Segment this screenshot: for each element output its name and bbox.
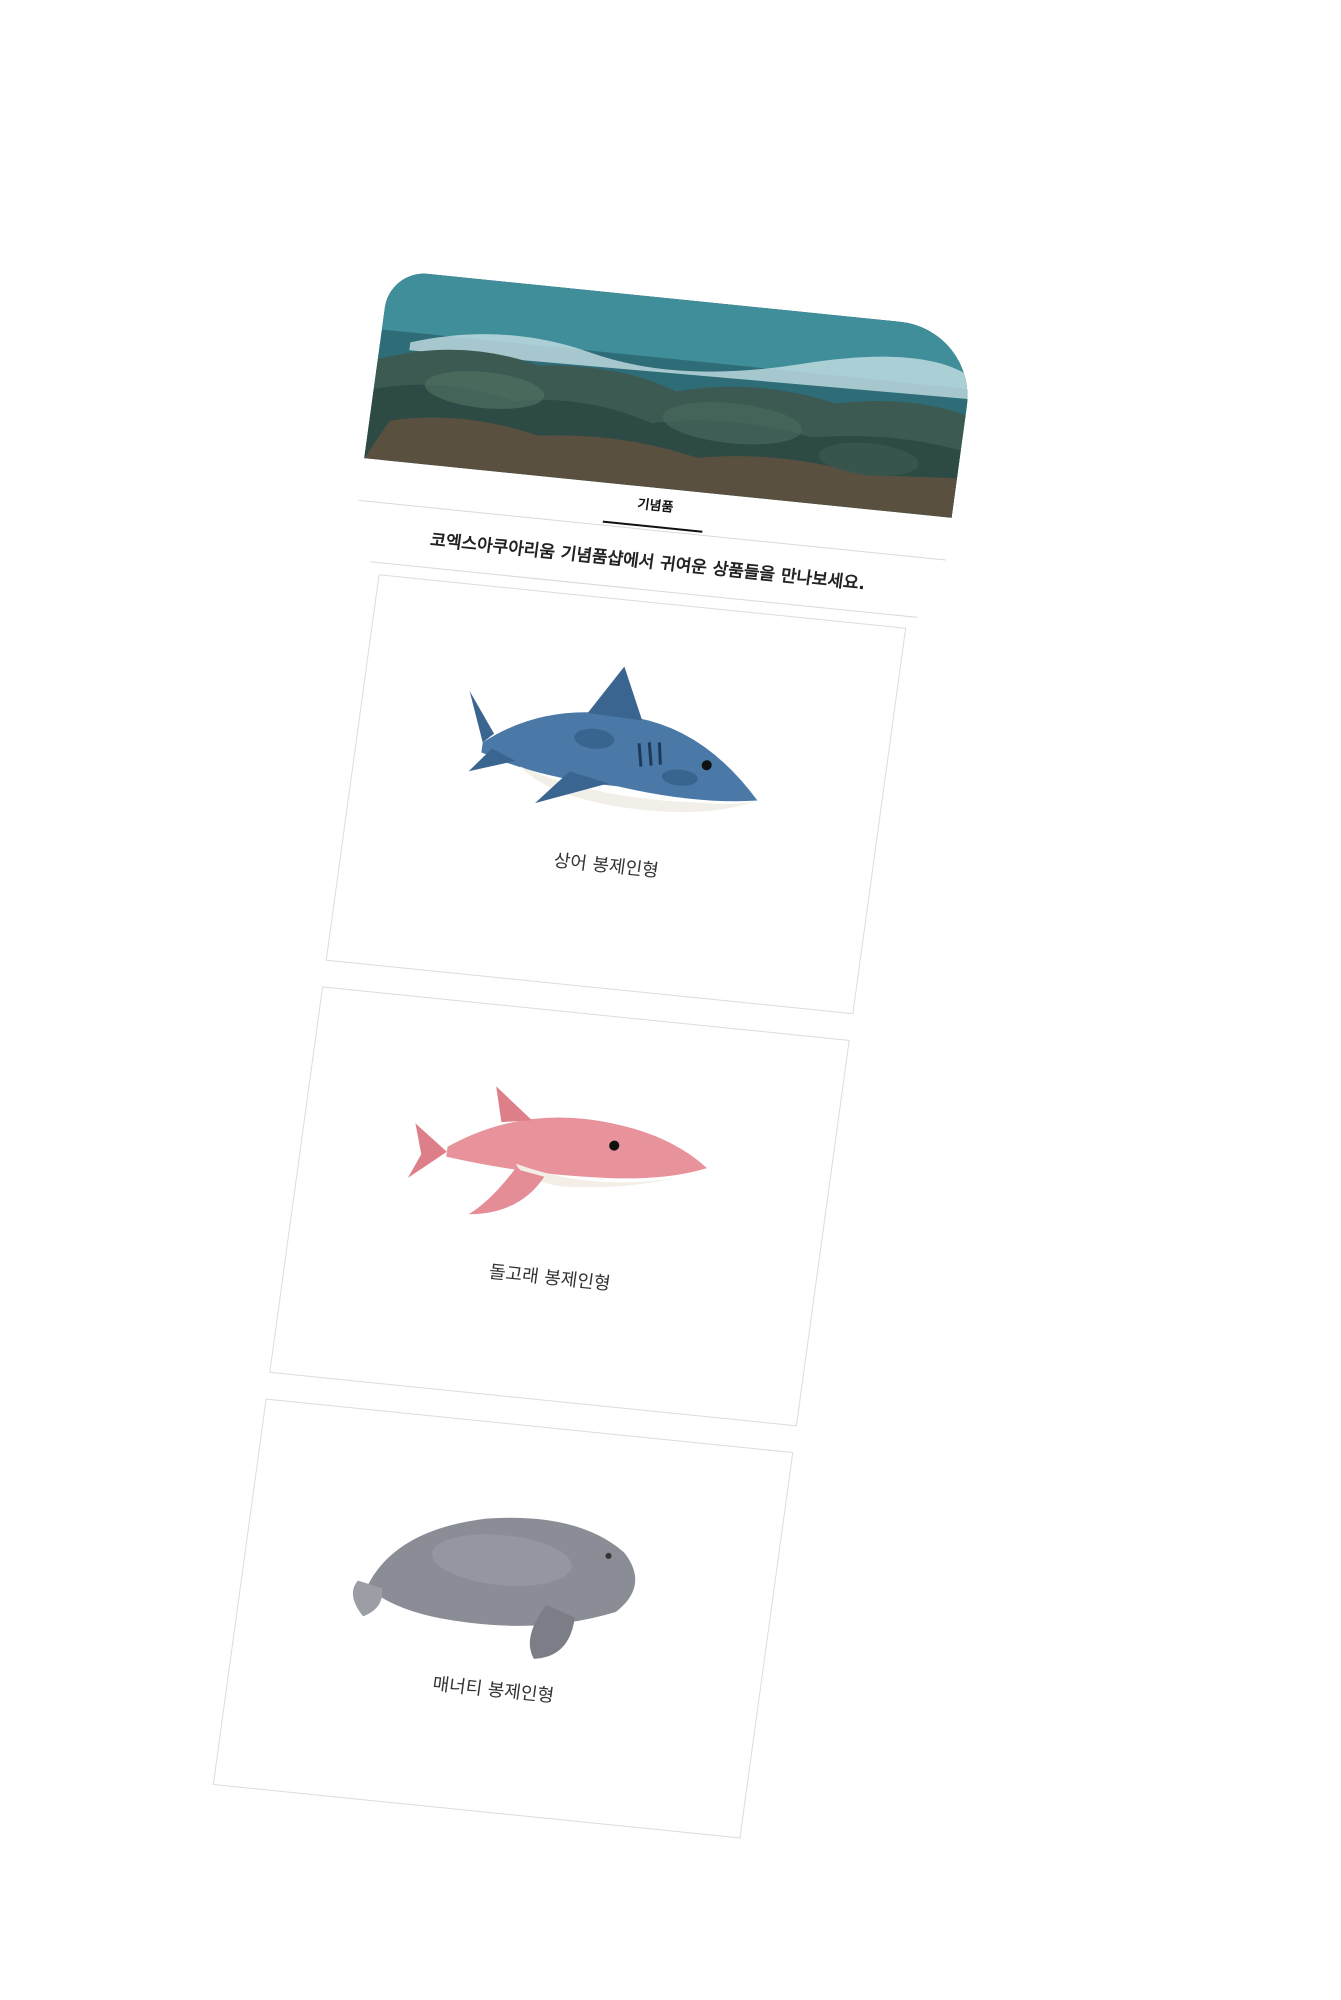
product-name: 돌고래 봉제인형	[487, 1261, 612, 1295]
aquarium-hero-banner	[364, 270, 978, 518]
dolphin-plush-icon	[396, 1034, 742, 1265]
product-name: 상어 봉제인형	[552, 850, 660, 882]
shark-plush-icon	[452, 622, 798, 853]
product-card-dolphin[interactable]: 돌고래 봉제인형	[269, 986, 850, 1427]
souvenir-page: 기념품 코엑스아쿠아리움 기념품샵에서 귀여운 상품들을 만나보세요.	[183, 270, 978, 1839]
product-list: 상어 봉제인형 돌고래 봉제인형	[209, 574, 907, 1864]
product-card-shark[interactable]: 상어 봉제인형	[325, 574, 907, 1015]
manatee-plush-icon	[339, 1446, 685, 1677]
aquarium-rock-image	[364, 270, 978, 518]
tab-souvenir[interactable]: 기념품	[602, 488, 707, 533]
product-name: 매너티 봉제인형	[431, 1673, 556, 1707]
product-card-manatee[interactable]: 매너티 봉제인형	[212, 1398, 794, 1839]
